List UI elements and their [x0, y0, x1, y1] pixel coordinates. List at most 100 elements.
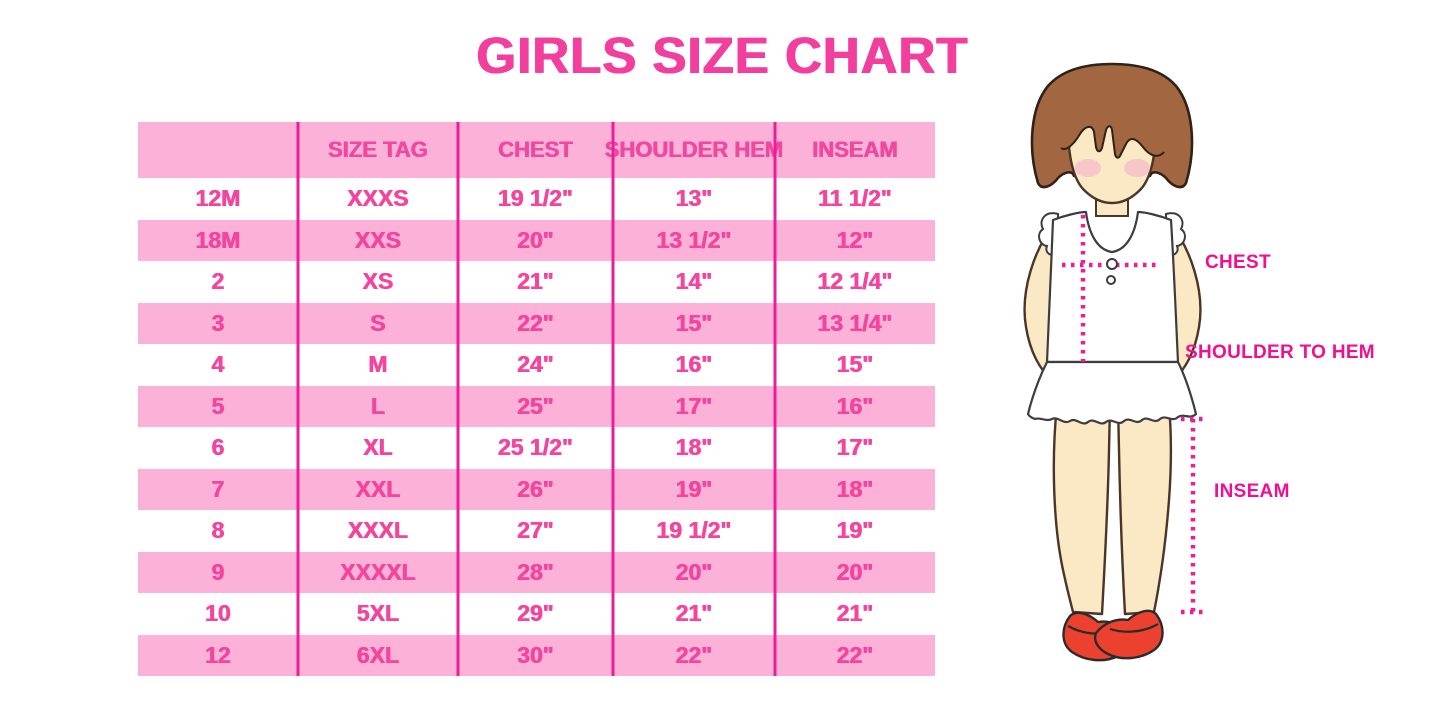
cell-chest: 27" [517, 517, 554, 544]
cell-chest: 24" [517, 351, 554, 378]
header-cell-size-tag: SIZE TAG [328, 137, 428, 162]
cell-shoulder-hem: 17" [675, 392, 713, 419]
cell-size: 9 [211, 558, 225, 585]
cell-size: 3 [211, 309, 225, 336]
cell-inseam: 18" [836, 475, 874, 502]
cell-shoulder-hem: 16" [675, 351, 713, 378]
header-cell-chest: CHEST [498, 137, 573, 162]
table-row: 9 XXXXL 28" 20" 20" [138, 551, 935, 593]
table-row: 2 XS 21" 14" 12 1/4" [138, 261, 935, 303]
cell-shoulder-hem: 21" [675, 600, 713, 627]
header-cell-shoulder-hem: SHOULDER HEM [604, 137, 784, 162]
size-chart-table: SIZE TAG CHEST SHOULDER HEM INSEAM 12M X… [138, 122, 935, 676]
shoulder-to-hem-label: SHOULDER TO HEM [1185, 342, 1375, 363]
cell-size-tag: XXXXL [340, 558, 416, 585]
table-row: 12M XXXS 19 1/2" 13" 11 1/2" [138, 178, 935, 220]
girl-cheek-left [1075, 159, 1101, 177]
shirt-button-top [1106, 258, 1118, 270]
cell-size-tag: XS [362, 268, 394, 295]
cell-inseam: 15" [836, 351, 874, 378]
table-row: 4 M 24" 16" 15" [138, 344, 935, 386]
cell-size: 12 [205, 641, 231, 668]
cell-shoulder-hem: 13" [675, 185, 713, 212]
cell-shoulder-hem: 19" [675, 475, 713, 502]
cell-shoulder-hem: 20" [675, 558, 713, 585]
cell-chest: 29" [517, 600, 554, 627]
cell-size: 2 [211, 268, 225, 295]
girl-right-shoe [1094, 609, 1164, 660]
girl-skirt [1026, 360, 1198, 425]
cell-size: 6 [211, 434, 225, 461]
girl-shirt [1045, 210, 1180, 364]
cell-chest: 19 1/2" [498, 185, 573, 212]
cell-inseam: 19" [836, 517, 874, 544]
cell-chest: 30" [517, 641, 554, 668]
table-header-row: SIZE TAG CHEST SHOULDER HEM INSEAM [138, 122, 935, 178]
cell-size-tag: 6XL [356, 641, 400, 668]
table-row: 6 XL 25 1/2" 18" 17" [138, 427, 935, 469]
cell-size-tag: XXXS [347, 185, 409, 212]
column-divider-line [456, 122, 460, 676]
cell-size: 8 [211, 517, 225, 544]
table-row: 5 L 25" 17" 16" [138, 385, 935, 427]
table-row: 10 5XL 29" 21" 21" [138, 593, 935, 635]
girl-bangs-outline [1060, 125, 1165, 159]
cell-inseam: 16" [836, 392, 874, 419]
cell-inseam: 21" [836, 600, 874, 627]
column-divider-line [773, 122, 777, 676]
cell-inseam: 17" [836, 434, 874, 461]
cell-shoulder-hem: 15" [675, 309, 713, 336]
girl-right-leg [1116, 403, 1173, 616]
cell-size: 10 [205, 600, 231, 627]
cell-shoulder-hem: 18" [675, 434, 713, 461]
cell-size-tag: XL [363, 434, 393, 461]
column-divider-line [296, 122, 300, 676]
cell-chest: 21" [517, 268, 554, 295]
cell-size-tag: XXXL [347, 517, 409, 544]
cell-size-tag: S [370, 309, 386, 336]
girl-cheek-right [1124, 159, 1150, 177]
cell-shoulder-hem: 19 1/2" [656, 517, 732, 544]
table-row: 8 XXXL 27" 19 1/2" 19" [138, 510, 935, 552]
cell-chest: 25 1/2" [498, 434, 573, 461]
page-title: GIRLS SIZE CHART [476, 27, 969, 84]
cell-size: 7 [211, 475, 225, 502]
cell-shoulder-hem: 22" [675, 641, 713, 668]
cell-chest: 20" [517, 226, 554, 253]
cell-size-tag: XXL [355, 475, 401, 502]
cell-shoulder-hem: 13 1/2" [656, 226, 732, 253]
inseam-label: INSEAM [1214, 481, 1290, 502]
shirt-button-bottom [1106, 275, 1116, 285]
table-row: 3 S 22" 15" 13 1/4" [138, 302, 935, 344]
table-row: 7 XXL 26" 19" 18" [138, 468, 935, 510]
table-row: 12 6XL 30" 22" 22" [138, 634, 935, 676]
chest-label: CHEST [1205, 252, 1271, 273]
cell-shoulder-hem: 14" [675, 268, 713, 295]
cell-size-tag: XXS [354, 226, 402, 253]
cell-size: 18M [195, 226, 241, 253]
table-row: 18M XXS 20" 13 1/2" 12" [138, 219, 935, 261]
girl-right-shoe-strap [1109, 623, 1159, 633]
cell-inseam: 20" [836, 558, 874, 585]
girl-left-leg [1052, 403, 1112, 616]
cell-size: 4 [211, 351, 225, 378]
cell-inseam: 22" [836, 641, 874, 668]
cell-size: 12M [195, 185, 241, 212]
cell-chest: 26" [517, 475, 554, 502]
girl-figure-illustration [1023, 62, 1204, 662]
cell-chest: 25" [517, 392, 554, 419]
cell-inseam: 12 1/4" [817, 268, 893, 295]
cell-inseam: 13 1/4" [817, 309, 893, 336]
column-divider-line [611, 122, 615, 676]
cell-size: 5 [211, 392, 225, 419]
cell-inseam: 12" [836, 226, 874, 253]
cell-inseam: 11 1/2" [818, 185, 892, 212]
header-cell-inseam: INSEAM [812, 137, 898, 162]
cell-size-tag: 5XL [356, 600, 400, 627]
header-cell-size [138, 122, 298, 178]
cell-size-tag: L [370, 392, 386, 419]
cell-size-tag: M [368, 351, 388, 378]
cell-chest: 22" [517, 309, 554, 336]
cell-chest: 28" [517, 558, 554, 585]
